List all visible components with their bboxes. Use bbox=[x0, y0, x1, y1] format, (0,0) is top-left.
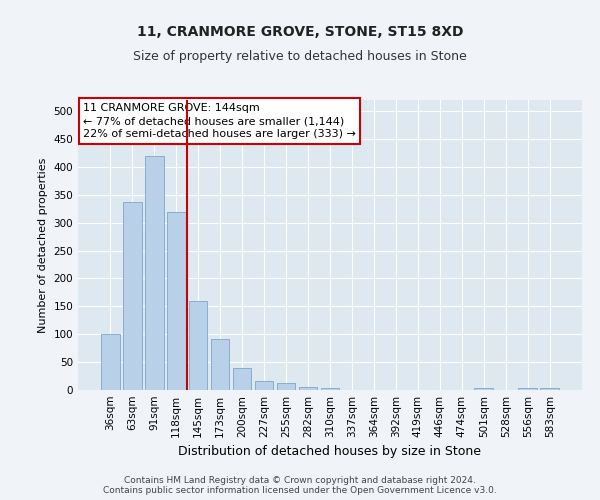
Text: Contains public sector information licensed under the Open Government Licence v3: Contains public sector information licen… bbox=[103, 486, 497, 495]
Bar bbox=[233, 368, 251, 390]
Bar bbox=[255, 380, 274, 390]
Bar bbox=[211, 338, 229, 390]
Bar bbox=[189, 301, 208, 390]
Bar bbox=[145, 156, 164, 390]
Text: Contains HM Land Registry data © Crown copyright and database right 2024.: Contains HM Land Registry data © Crown c… bbox=[124, 476, 476, 485]
Text: 11 CRANMORE GROVE: 144sqm
← 77% of detached houses are smaller (1,144)
22% of se: 11 CRANMORE GROVE: 144sqm ← 77% of detac… bbox=[83, 103, 356, 140]
Bar bbox=[167, 212, 185, 390]
Text: Size of property relative to detached houses in Stone: Size of property relative to detached ho… bbox=[133, 50, 467, 63]
Bar bbox=[277, 383, 295, 390]
Bar bbox=[123, 202, 142, 390]
Bar bbox=[518, 388, 537, 390]
Y-axis label: Number of detached properties: Number of detached properties bbox=[38, 158, 48, 332]
Bar bbox=[320, 388, 340, 390]
Text: 11, CRANMORE GROVE, STONE, ST15 8XD: 11, CRANMORE GROVE, STONE, ST15 8XD bbox=[137, 25, 463, 39]
X-axis label: Distribution of detached houses by size in Stone: Distribution of detached houses by size … bbox=[179, 446, 482, 458]
Bar bbox=[541, 388, 559, 390]
Bar bbox=[475, 388, 493, 390]
Bar bbox=[101, 334, 119, 390]
Bar bbox=[299, 386, 317, 390]
